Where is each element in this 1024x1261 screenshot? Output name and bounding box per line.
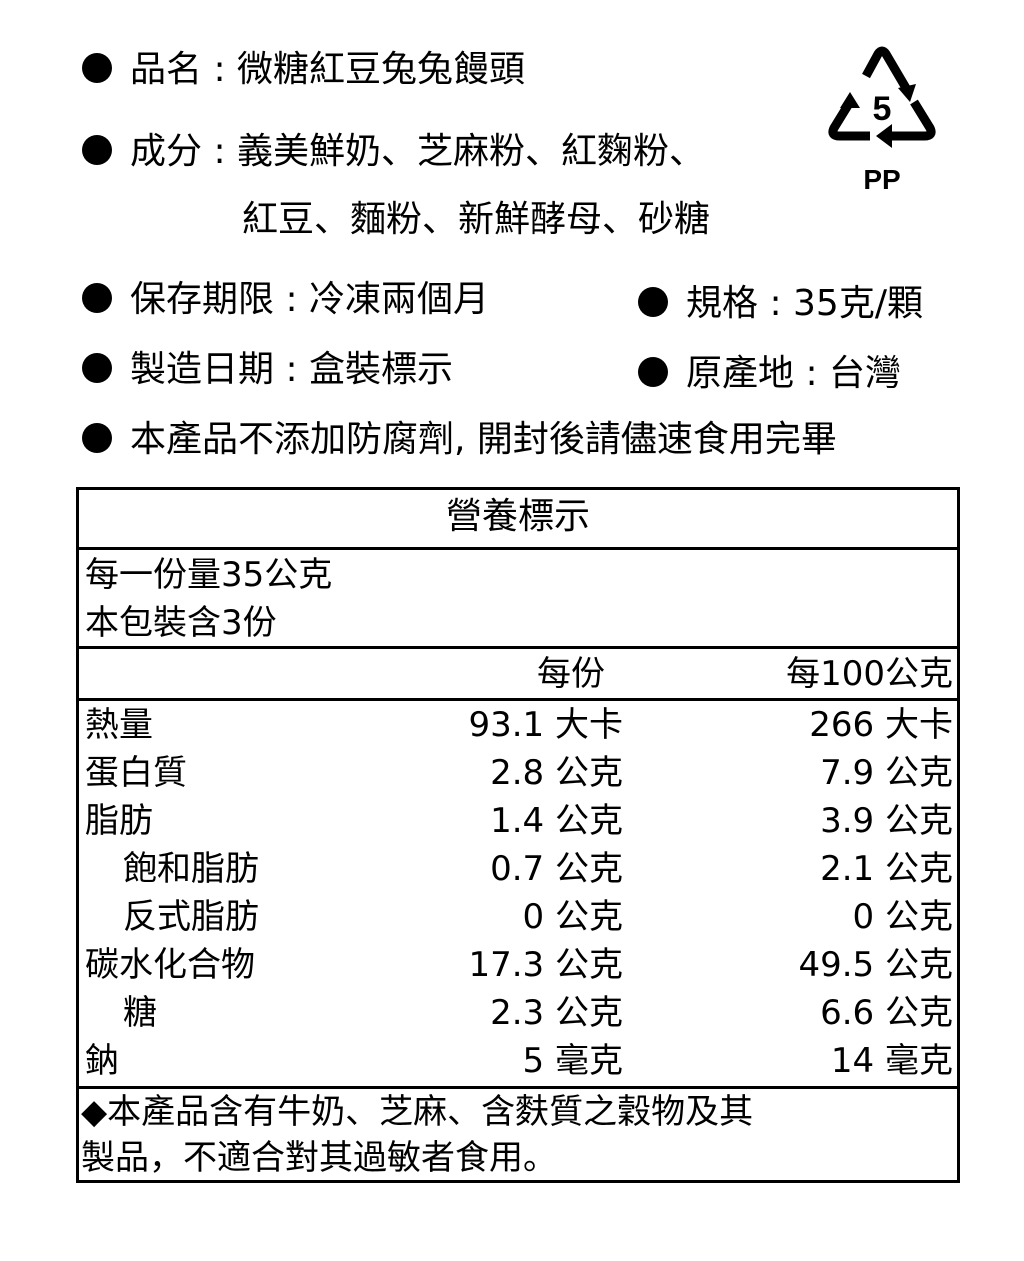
bullet-icon xyxy=(82,353,112,383)
notice-line: 本產品不添加防腐劑, 開封後請儘速食用完畢 xyxy=(82,418,837,462)
nutrition-title-row: 營養標示 xyxy=(79,490,957,550)
per-100g-value: 2.1 公克 xyxy=(820,849,953,889)
serving-info: 每一份量35公克 本包裝含3份 xyxy=(79,550,957,649)
value: 本產品不添加防腐劑, 開封後請儘速食用完畢 xyxy=(130,419,837,460)
per-100g-value: 3.9 公克 xyxy=(820,801,953,841)
bullet-icon xyxy=(82,135,112,165)
value: 冷凍兩個月 xyxy=(309,279,490,320)
value: 微糖紅豆兔兔饅頭 xyxy=(237,49,526,90)
shelf-life-line: 保存期限 : 冷凍兩個月 xyxy=(82,278,489,322)
product-name-line: 品名 : 微糖紅豆兔兔饅頭 xyxy=(82,48,525,92)
nutrient-name: 鈉 xyxy=(85,1041,119,1081)
value: 35克/顆 xyxy=(793,283,923,324)
per-serving-value: 1.4 公克 xyxy=(490,801,623,841)
nutrient-row: 脂肪 1.4 公克 3.9 公克 xyxy=(79,798,957,846)
bullet-icon xyxy=(82,283,112,313)
nutrient-name: 糖 xyxy=(123,993,157,1033)
allergen-line-1: ◆本產品含有牛奶、芝麻、含麩質之穀物及其 xyxy=(81,1092,754,1132)
spec-line: 規格 : 35克/顆 xyxy=(638,282,923,326)
column-header-row: 每份 每100公克 xyxy=(79,649,957,701)
nutrient-row: 蛋白質 2.8 公克 7.9 公克 xyxy=(79,750,957,798)
label: 品名 xyxy=(130,49,203,90)
serving-size: 每一份量35公克 xyxy=(85,555,333,595)
nutrient-name: 蛋白質 xyxy=(85,753,187,793)
label: 保存期限 xyxy=(130,279,275,320)
nutrient-row: 反式脂肪 0 公克 0 公克 xyxy=(79,894,957,942)
label: 製造日期 xyxy=(130,349,275,390)
per-100g-value: 49.5 公克 xyxy=(798,945,953,985)
per-serving-value: 93.1 大卡 xyxy=(468,705,623,745)
nutrient-name: 飽和脂肪 xyxy=(123,849,259,889)
nutrient-name: 脂肪 xyxy=(85,801,153,841)
per-100g-value: 0 公克 xyxy=(852,897,953,937)
bullet-icon xyxy=(82,423,112,453)
bullet-icon xyxy=(638,357,668,387)
per-serving-value: 5 毫克 xyxy=(522,1041,623,1081)
nutrient-row: 糖 2.3 公克 6.6 公克 xyxy=(79,990,957,1038)
servings-per-package: 本包裝含3份 xyxy=(85,603,277,643)
per-100g-value: 266 大卡 xyxy=(809,705,953,745)
ingredients-line-2: 紅豆、麵粉、新鮮酵母、砂糖 xyxy=(242,199,711,240)
bullet-icon xyxy=(638,287,668,317)
per-serving-value: 0.7 公克 xyxy=(490,849,623,889)
per-100g-value: 6.6 公克 xyxy=(820,993,953,1033)
label: 成分 xyxy=(130,131,203,172)
allergen-line-2: 製品，不適合對其過敏者食用。 xyxy=(81,1138,557,1178)
nutrient-name: 碳水化合物 xyxy=(85,945,255,985)
nutrient-row: 碳水化合物 17.3 公克 49.5 公克 xyxy=(79,942,957,990)
per-serving-value: 17.3 公克 xyxy=(468,945,623,985)
per-serving-value: 0 公克 xyxy=(522,897,623,937)
nutrient-row: 飽和脂肪 0.7 公克 2.1 公克 xyxy=(79,846,957,894)
recycle-code: PP xyxy=(863,164,901,195)
recycle-number: 5 xyxy=(873,90,892,128)
recycling-triangle-icon: 5 PP xyxy=(826,44,938,195)
per-100g-value: 7.9 公克 xyxy=(820,753,953,793)
per-serving-value: 2.8 公克 xyxy=(490,753,623,793)
label: 原產地 xyxy=(686,353,795,394)
manufacture-date-line: 製造日期 : 盒裝標示 xyxy=(82,348,453,392)
nutrient-row: 熱量 93.1 大卡 266 大卡 xyxy=(79,702,957,750)
nutrient-row: 鈉 5 毫克 14 毫克 xyxy=(79,1038,957,1086)
bullet-icon xyxy=(82,53,112,83)
per-100g-value: 14 毫克 xyxy=(830,1041,953,1081)
value: 義美鮮奶、芝麻粉、紅麴粉、 xyxy=(237,131,706,172)
nutrient-name: 熱量 xyxy=(85,705,153,745)
label: 規格 xyxy=(686,283,759,324)
value: 台灣 xyxy=(829,353,902,394)
origin-line: 原產地 : 台灣 xyxy=(638,352,901,396)
nutrient-rows: 熱量 93.1 大卡 266 大卡蛋白質 2.8 公克 7.9 公克脂肪 1.4 公克 3.… xyxy=(79,702,957,1086)
nutrition-title: 營養標示 xyxy=(445,496,590,537)
col-per-serving: 每份 xyxy=(537,654,605,694)
value: 盒裝標示 xyxy=(309,349,454,390)
col-per-100g: 每100公克 xyxy=(786,654,953,694)
allergen-notice: ◆本產品含有牛奶、芝麻、含麩質之穀物及其 製品，不適合對其過敏者食用。 xyxy=(79,1086,957,1180)
per-serving-value: 2.3 公克 xyxy=(490,993,623,1033)
nutrition-table: 營養標示 每一份量35公克 本包裝含3份 每份 每100公克 熱量 93.1 大卡… xyxy=(76,487,960,1183)
nutrient-name: 反式脂肪 xyxy=(123,897,259,937)
ingredients-line: 成分 : 義美鮮奶、芝麻粉、紅麴粉、 xyxy=(82,130,705,174)
